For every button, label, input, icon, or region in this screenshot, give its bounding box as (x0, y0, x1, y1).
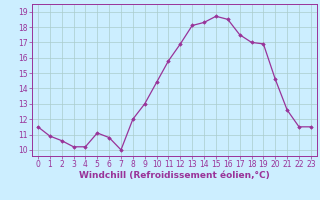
X-axis label: Windchill (Refroidissement éolien,°C): Windchill (Refroidissement éolien,°C) (79, 171, 270, 180)
